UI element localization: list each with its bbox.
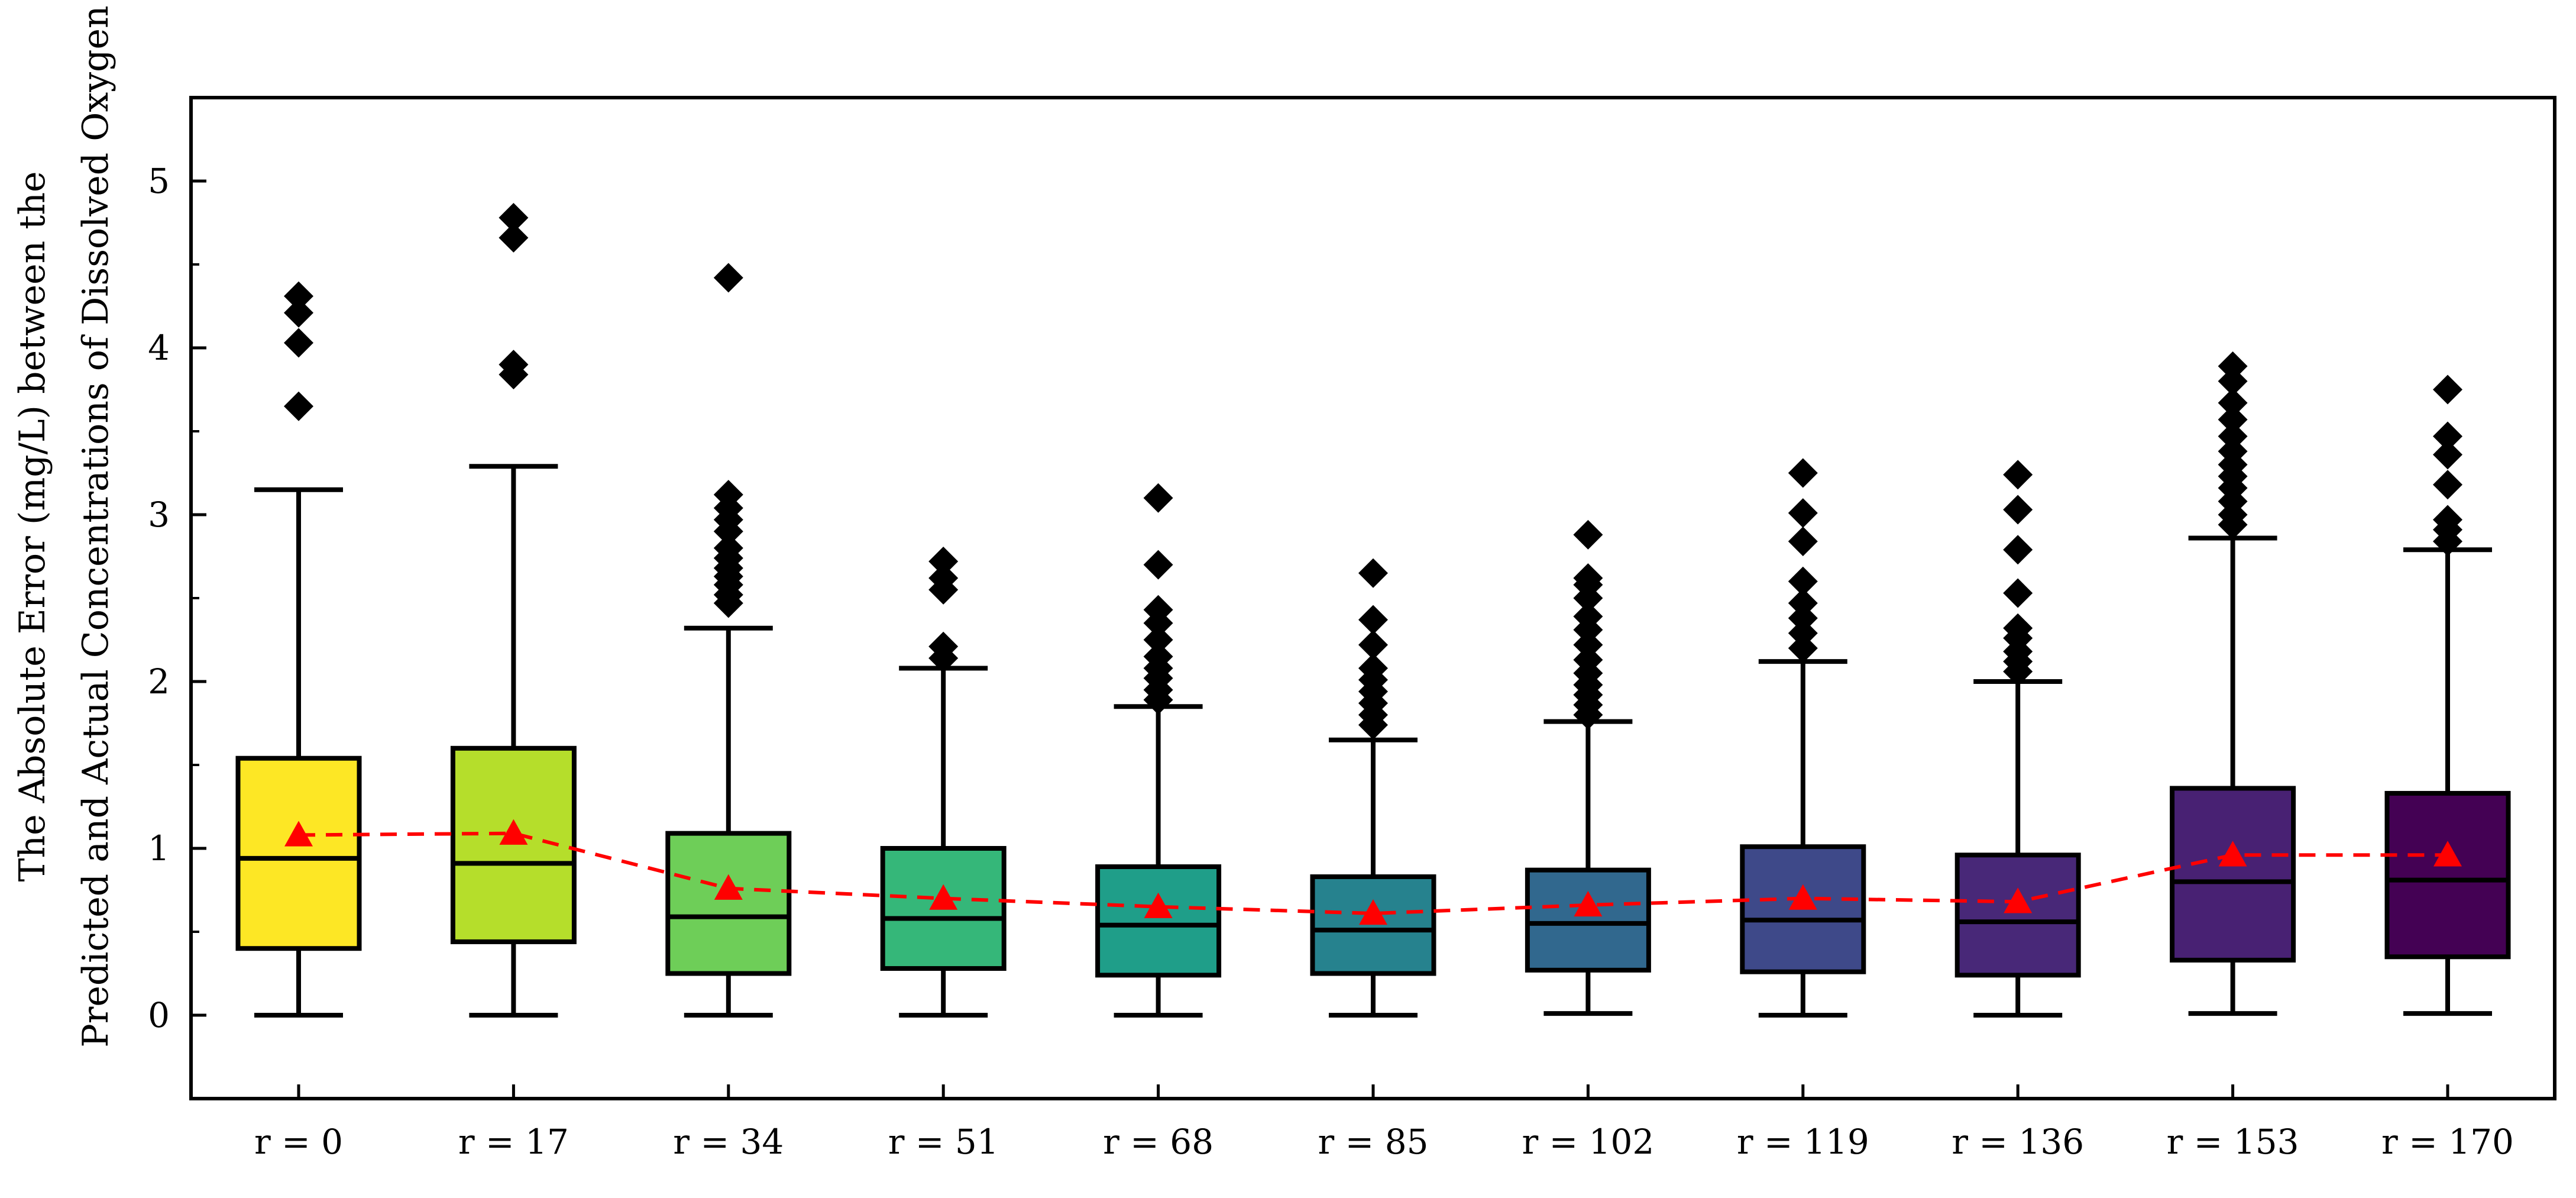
mean-marker [1359, 899, 1387, 925]
y-tick-label: 0 [148, 995, 170, 1035]
outlier-point [1573, 563, 1603, 593]
iqr-box [1095, 864, 1222, 978]
outlier-point [499, 222, 529, 253]
outlier-point [1788, 498, 1818, 528]
mean-marker [1788, 884, 1817, 910]
outlier-point [1358, 605, 1388, 635]
outlier-point [2003, 613, 2033, 643]
mean-trend-line [298, 831, 2448, 915]
x-tick-label: r = 153 [2167, 1122, 2299, 1162]
iqr-box [2170, 786, 2296, 963]
outlier-point [2433, 505, 2462, 535]
outlier-point [1788, 566, 1818, 596]
y-tick-label: 1 [148, 828, 170, 868]
outlier-point [1358, 653, 1388, 683]
iqr-box [235, 755, 362, 951]
outlier-point [1143, 641, 1173, 671]
outlier-point [2218, 436, 2248, 466]
x-tick-label: r = 136 [1952, 1122, 2084, 1162]
mean-marker [1144, 892, 1173, 918]
outlier-point [1788, 458, 1818, 488]
x-tick-label: r = 17 [458, 1122, 569, 1162]
outlier-point [2218, 351, 2248, 382]
x-tick-label: r = 51 [888, 1122, 999, 1162]
outlier-point [1143, 483, 1173, 513]
outlier-point [499, 203, 529, 233]
y-tick-label: 5 [148, 161, 170, 201]
y-axis-title-line-2: Predicted and Actual Concentrations of D… [75, 5, 116, 1047]
mean-marker [1574, 890, 1603, 917]
iqr-box [1954, 853, 2081, 978]
outlier-point [1788, 633, 1818, 663]
y-tick-label: 2 [148, 661, 170, 702]
outlier-point [2433, 374, 2462, 405]
outlier-point [2218, 421, 2248, 451]
outlier-point [499, 350, 529, 380]
outlier-point [2433, 440, 2462, 470]
mean-marker [2433, 841, 2462, 867]
outlier-point [1573, 629, 1603, 660]
outlier-point [1143, 625, 1173, 655]
plot-area: 0 1 2 3 4 5 r = 0 r = 17 r = 34 r = 51 r = 68 r = 8… [148, 96, 2556, 1162]
outlier-point [2003, 495, 2033, 525]
outlier-point [1358, 558, 1388, 588]
mean-marker [2004, 887, 2033, 913]
y-tick-label: 3 [148, 495, 170, 535]
y-axis-title-line-1: The Absolute Error (mg/L) between the [12, 171, 53, 881]
outlier-point [284, 328, 313, 358]
outlier-point [1788, 527, 1818, 557]
outlier-point [928, 631, 959, 661]
x-tick-label: r = 170 [2381, 1122, 2514, 1162]
outlier-point [2003, 460, 2033, 490]
x-tick-label: r = 102 [1522, 1122, 1654, 1162]
outlier-point [1788, 603, 1818, 633]
mean-marker [284, 821, 313, 847]
outlier-point [1573, 645, 1603, 675]
outlier-point [1143, 595, 1173, 625]
y-axis-title: The Absolute Error (mg/L) between the Pr… [12, 5, 116, 1047]
iqr-box [2384, 790, 2511, 960]
outlier-point [2218, 366, 2248, 396]
outlier-point [1573, 602, 1603, 632]
outlier-point [1788, 588, 1818, 618]
outlier-point [1143, 550, 1173, 580]
outlier-point [284, 298, 313, 328]
mean-marker [499, 819, 528, 845]
iqr-box [665, 831, 792, 976]
outlier-point [713, 263, 743, 293]
outlier-point [1788, 618, 1818, 648]
outlier-point [1573, 519, 1603, 550]
outlier-point [2433, 421, 2462, 451]
outlier-point [1358, 629, 1388, 660]
mean-marker [2218, 841, 2247, 867]
outlier-point [284, 281, 313, 311]
outlier-point [284, 391, 313, 421]
mean-marker [929, 884, 958, 910]
x-tick-label: r = 0 [254, 1122, 343, 1162]
outlier-point [713, 480, 743, 510]
iqr-box [1525, 867, 1651, 973]
y-tick-label: 4 [148, 328, 170, 368]
outlier-point [2003, 578, 2033, 608]
outlier-point [2433, 470, 2462, 500]
x-tick-label: r = 68 [1103, 1122, 1213, 1162]
mean-marker [714, 874, 743, 900]
x-tick-label: r = 85 [1318, 1122, 1429, 1162]
outlier-point [928, 546, 959, 576]
outlier-point [2003, 535, 2033, 565]
outlier-point [2218, 388, 2248, 418]
outlier-point [928, 563, 959, 593]
x-tick-label: r = 119 [1737, 1122, 1869, 1162]
outlier-point [2218, 405, 2248, 435]
outlier-point [713, 533, 743, 563]
x-tick-label: r = 34 [673, 1122, 784, 1162]
iqr-box [1310, 874, 1436, 976]
